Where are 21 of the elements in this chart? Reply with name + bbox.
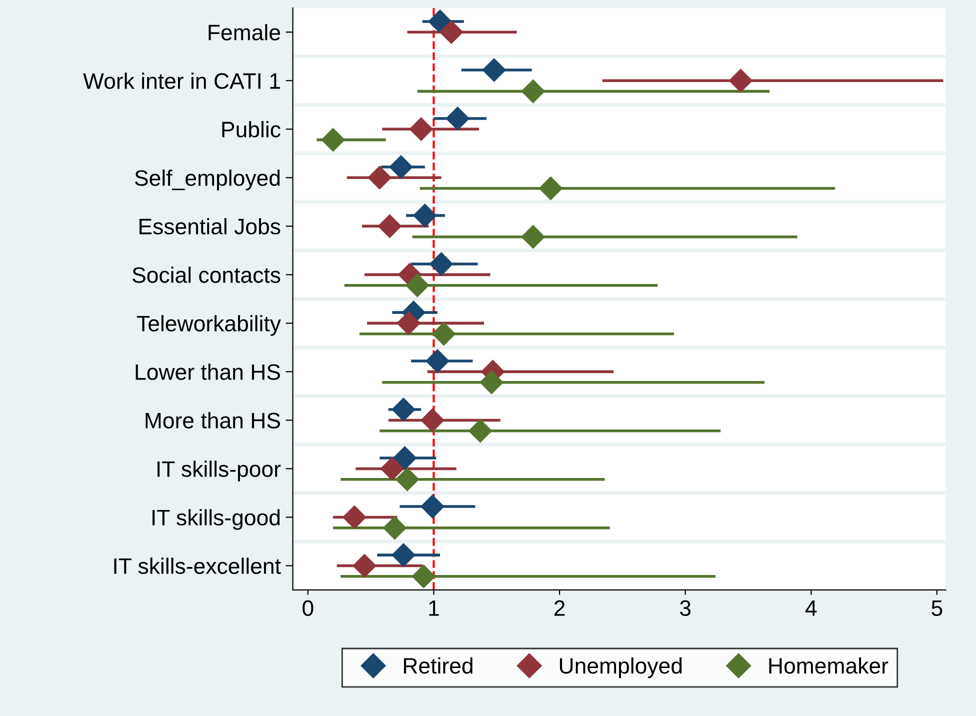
y-tick-label: Lower than HS — [136, 364, 280, 380]
x-tick-label: 3 — [680, 600, 691, 616]
y-tick-label: Social contacts — [132, 266, 280, 283]
legend-label: Homemaker — [769, 657, 888, 674]
y-tick-label: IT skills-good — [152, 509, 280, 530]
y-tick-label: IT skills-poor — [158, 460, 281, 482]
x-tick-label: 4 — [805, 600, 817, 616]
y-tick-label: More than HS — [146, 412, 280, 428]
y-tick-label: Essential Jobs — [140, 218, 280, 234]
legend-label: Unemployed — [560, 657, 682, 678]
y-tick-label: Female — [208, 24, 280, 40]
y-tick-label: Teleworkability — [137, 315, 281, 336]
x-tick-label: 2 — [554, 600, 565, 616]
legend-label: Retired — [404, 657, 472, 674]
y-tick-label: Work inter in CATI 1 — [83, 72, 280, 89]
y-tick-label: Self_employed — [135, 170, 280, 190]
x-tick-label: 1 — [429, 600, 439, 616]
y-tick-label: Public — [222, 121, 280, 138]
x-tick-label: 5 — [932, 600, 942, 616]
x-tick-label: 0 — [302, 600, 314, 616]
y-tick-label: IT skills-excellent — [114, 558, 281, 574]
